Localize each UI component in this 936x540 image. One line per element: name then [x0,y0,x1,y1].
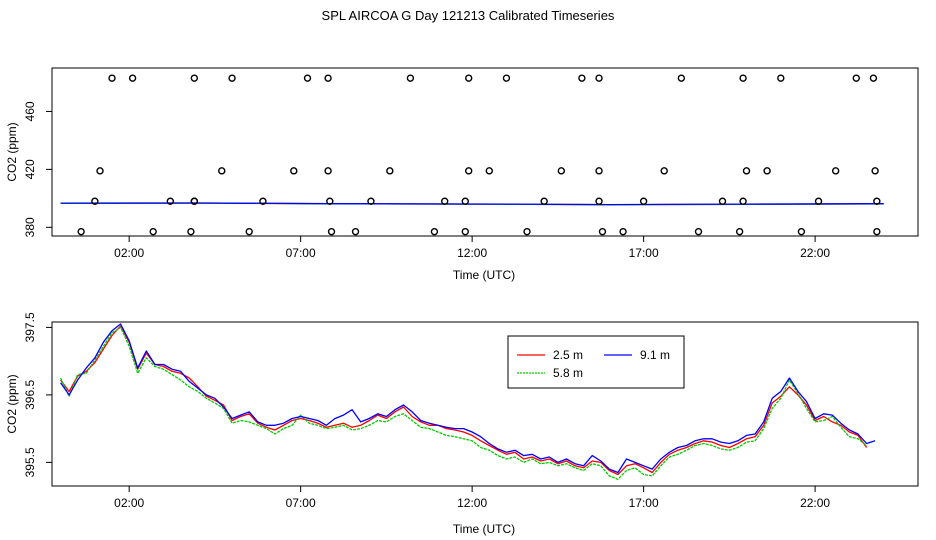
top-data-point [873,197,881,205]
bottom-series-line-2 [60,323,876,474]
top-data-point [77,227,85,236]
top-data-point [694,227,703,236]
bottom-x-tick-label: 12:00 [457,496,487,510]
top-data-point [735,227,744,236]
top-x-tick-label: 22:00 [800,246,830,260]
legend-label-5-8m: 5.8 m [553,366,583,380]
top-data-point [190,197,199,205]
bottom-x-axis-label: Time (UTC) [453,522,515,536]
top-data-point [797,227,806,236]
top-data-point [739,197,747,205]
top-data-point [742,167,751,175]
bottom-x-tick-label: 02:00 [114,496,144,510]
top-x-tick-label: 02:00 [114,246,144,260]
top-data-point [595,197,603,205]
top-data-point [128,74,137,82]
bottom-series-line-1 [60,326,867,480]
top-data-point [739,74,747,82]
top-data-point [871,167,879,175]
top-series-line-2 [60,202,884,206]
bottom-y-axis-label: CO2 (ppm) [5,374,19,433]
top-data-point [386,167,394,175]
top-data-point [718,197,727,205]
top-data-point [578,74,586,82]
bottom-x-tick-label: 22:00 [800,496,830,510]
top-data-point [228,74,236,82]
top-data-point [91,197,99,205]
top-data-point [777,74,785,82]
top-data-point [557,167,566,175]
top-data-point [465,167,473,175]
top-data-point [523,227,531,236]
top-data-point [540,197,548,205]
legend-label-9-1m: 9.1 m [640,348,670,362]
top-data-point [96,167,104,175]
top-data-point [327,227,336,236]
top-data-point [831,167,840,175]
top-data-point [869,74,878,82]
top-data-point [465,74,473,82]
bottom-plot: 02:00 07:00 12:00 17:00 22:00 395.5 396.5 397.5 [23,312,876,510]
top-data-point [367,197,375,205]
chart-title: SPL AIRCOA G Day 121213 Calibrated Times… [321,8,615,23]
top-data-point [461,227,469,236]
top-data-point [852,74,860,82]
top-y-tick-label: 380 [23,217,37,237]
top-data-point [259,197,267,205]
bottom-plot-frame [51,321,919,487]
bottom-x-tick-label: 17:00 [629,496,659,510]
bottom-series-line-0 [60,325,868,476]
top-data-point [639,197,648,205]
top-x-axis-label: Time (UTC) [453,268,515,282]
top-data-point [324,167,332,175]
top-data-point [763,167,771,175]
top-data-point [324,74,332,82]
top-data-point [190,74,199,82]
bottom-y-tick-label: 395.5 [23,447,37,477]
top-data-point [502,74,511,82]
top-data-point [218,167,226,175]
top-x-tick-label: 17:00 [629,246,659,260]
top-data-point [166,197,175,205]
top-data-point [619,227,627,236]
top-data-point [187,227,195,236]
top-data-point [245,227,253,236]
top-data-point [461,197,469,205]
legend-label-2-5m: 2.5 m [553,348,583,362]
top-x-tick-label: 12:00 [457,246,487,260]
top-data-point [441,197,449,205]
top-data-point [814,197,823,205]
top-data-point [149,227,157,236]
top-data-point [595,167,603,175]
top-data-point [598,227,607,236]
legend-box [507,335,685,389]
top-data-point [485,167,493,175]
top-x-tick-label: 07:00 [286,246,316,260]
top-plot-frame [51,67,919,237]
top-data-point [303,74,312,82]
top-y-tick-label: 460 [23,101,37,121]
top-data-point [595,74,603,82]
top-y-axis-label: CO2 (ppm) [5,122,19,181]
top-y-tick-label: 420 [23,159,37,179]
bottom-y-tick-label: 397.5 [23,312,37,342]
top-data-point [873,227,881,236]
top-plot: 02:00 07:00 12:00 17:00 22:00 380 420 460 [23,74,884,260]
top-data-point [430,227,439,236]
top-data-point [108,74,116,82]
top-data-point [290,167,298,175]
bottom-x-tick-label: 07:00 [286,496,316,510]
top-data-point [660,167,668,175]
top-data-point [677,74,686,82]
top-data-point [326,197,334,205]
top-data-point [351,227,360,236]
top-data-point [406,74,415,82]
bottom-y-tick-label: 396.5 [23,380,37,410]
legend: 2.5 m 9.1 m 5.8 m [507,335,685,389]
